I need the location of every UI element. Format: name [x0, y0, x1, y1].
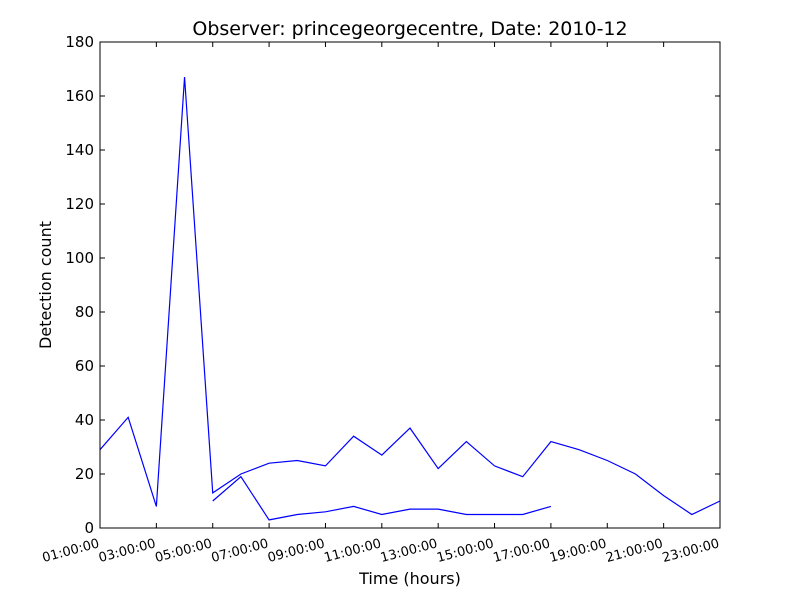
y-tick-label: 140 — [65, 141, 94, 159]
y-tick-label: 20 — [75, 465, 94, 483]
y-tick-label: 120 — [65, 195, 94, 213]
series-layer — [99, 77, 721, 521]
chart-title: Observer: princegeorgecentre, Date: 2010… — [192, 18, 627, 40]
series-line-2 — [212, 475, 552, 521]
y-tick-label: 80 — [75, 303, 94, 321]
y-axis-label: Detection count — [36, 221, 55, 349]
y-tick-label: 0 — [84, 519, 94, 537]
y-tick-label: 180 — [65, 33, 94, 51]
x-axis-label: Time (hours) — [358, 569, 461, 588]
y-tick-label: 40 — [75, 411, 94, 429]
y-tick-label: 60 — [75, 357, 94, 375]
y-tick-label: 160 — [65, 87, 94, 105]
series-line-1 — [99, 77, 721, 516]
plot-frame — [99, 41, 721, 529]
y-tick-label: 100 — [65, 249, 94, 267]
